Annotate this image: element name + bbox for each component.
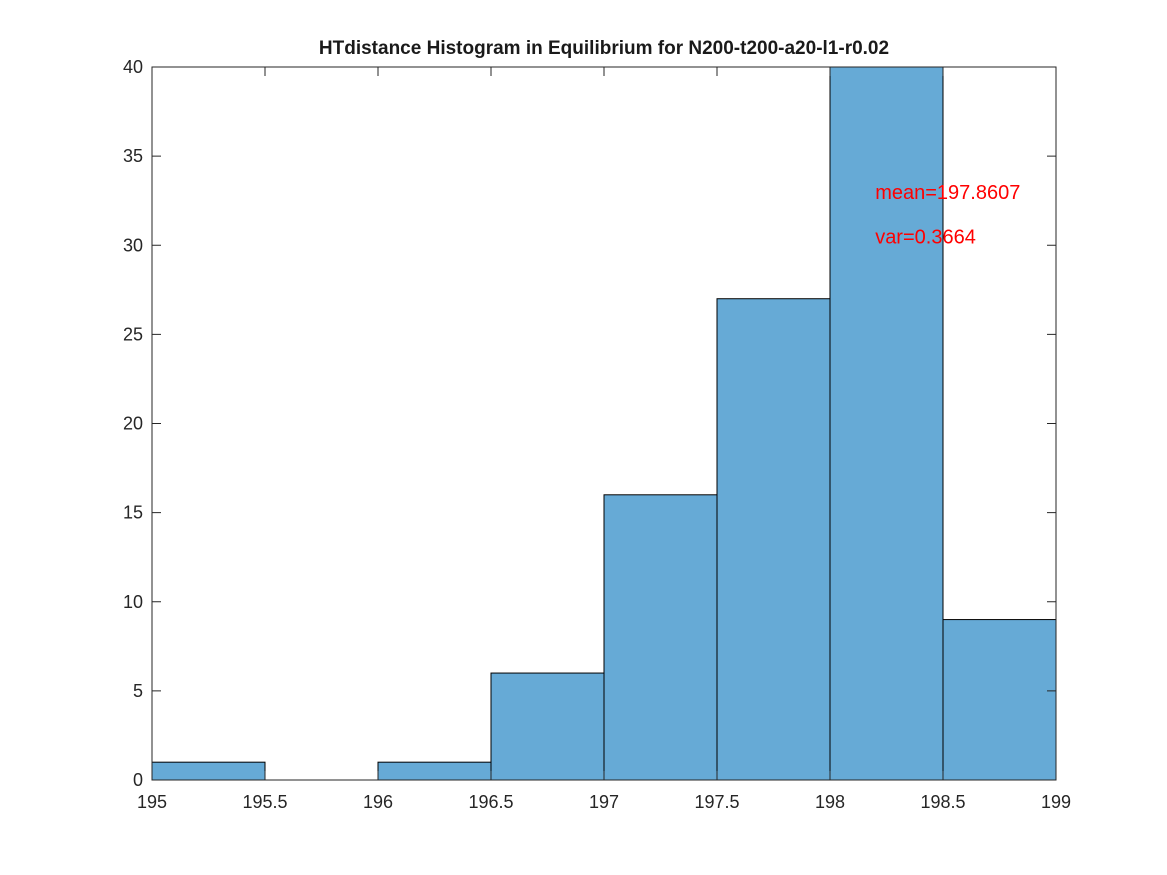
- histogram-bar: [377, 761, 492, 781]
- x-tick-label: 195: [137, 792, 167, 812]
- variance-annotation: var=0.3664: [875, 226, 976, 248]
- x-tick-label: 196: [363, 792, 393, 812]
- x-tick-label: 195.5: [242, 792, 287, 812]
- histogram-bar: [151, 761, 266, 781]
- x-tick-label: 199: [1041, 792, 1071, 812]
- x-tick-label: 197.5: [694, 792, 739, 812]
- y-axis-ticks: [152, 66, 1056, 781]
- x-tick-label: 198: [815, 792, 845, 812]
- chart-title: HTdistance Histogram in Equilibrium for …: [319, 38, 889, 59]
- x-tick-label: 198.5: [920, 792, 965, 812]
- y-axis-tick-labels: 0 5 10 15 20 25 30 35 40: [123, 57, 143, 790]
- y-tick-label: 20: [123, 414, 143, 434]
- y-tick-label: 35: [123, 146, 143, 166]
- y-tick-label: 40: [123, 57, 143, 77]
- y-tick-label: 5: [133, 681, 143, 701]
- histogram-bar: [603, 494, 718, 781]
- plot-area: mean=197.8607 var=0.3664 195 195.5 196 196.5…: [123, 57, 1071, 812]
- y-tick-label: 10: [123, 592, 143, 612]
- histogram-bar: [490, 672, 605, 781]
- x-axis-tick-labels: 195 195.5 196 196.5 197 197.5 198 198.5 199: [137, 792, 1071, 812]
- x-axis-ticks: [151, 67, 1057, 780]
- x-tick-label: 196.5: [468, 792, 513, 812]
- x-tick-label: 197: [589, 792, 619, 812]
- histogram-bars: [151, 66, 1057, 781]
- mean-annotation: mean=197.8607: [875, 182, 1020, 204]
- y-tick-label: 0: [133, 770, 143, 790]
- y-tick-label: 15: [123, 503, 143, 523]
- annotations: mean=197.8607 var=0.3664: [875, 182, 1020, 249]
- y-tick-label: 25: [123, 324, 143, 344]
- histogram-bar: [829, 66, 944, 781]
- y-tick-label: 30: [123, 235, 143, 255]
- histogram-bar: [942, 619, 1057, 781]
- histogram-bar: [716, 298, 831, 781]
